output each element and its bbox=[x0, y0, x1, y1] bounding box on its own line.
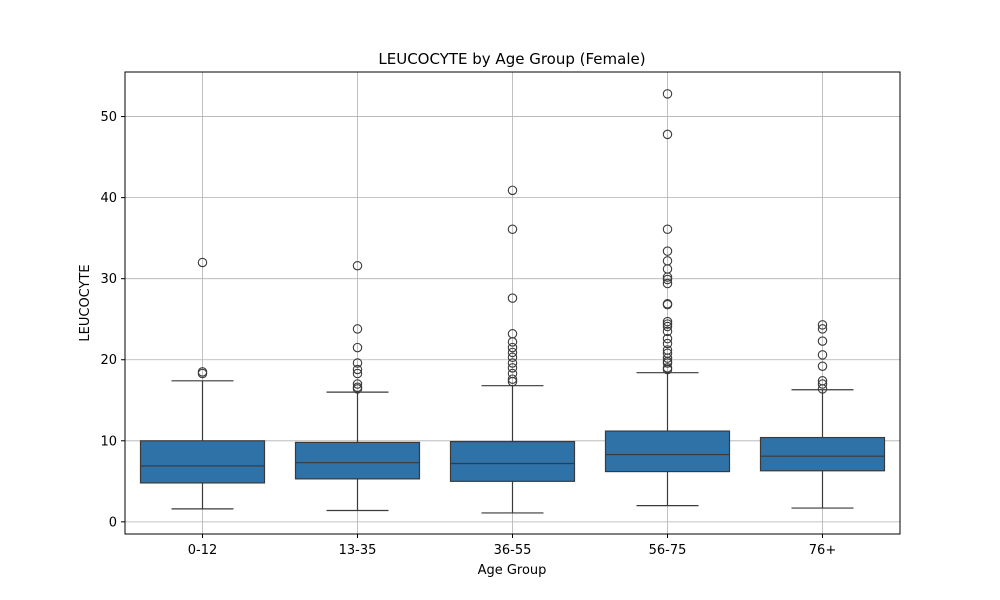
outlier-point bbox=[507, 358, 518, 368]
outlier-point bbox=[817, 350, 828, 360]
y-tick-label: 30 bbox=[100, 272, 117, 287]
iqr-box bbox=[759, 436, 886, 472]
outlier-point bbox=[507, 342, 518, 353]
box-series bbox=[139, 89, 886, 514]
outlier-point bbox=[662, 363, 673, 373]
y-tick-label: 10 bbox=[100, 434, 117, 449]
outlier-point bbox=[662, 129, 673, 140]
outlier-point bbox=[507, 185, 518, 196]
outlier-point bbox=[352, 364, 363, 375]
outlier-point bbox=[662, 326, 673, 337]
y-tick-label: 40 bbox=[100, 191, 117, 206]
outlier-point bbox=[662, 316, 673, 327]
outlier-point bbox=[817, 336, 828, 346]
outlier-point bbox=[352, 260, 363, 271]
outlier-point bbox=[662, 246, 673, 256]
outlier-point bbox=[507, 347, 518, 358]
chart-title: LEUCOCYTE by Age Group (Female) bbox=[378, 50, 645, 68]
iqr-box bbox=[604, 430, 731, 473]
outlier-point bbox=[817, 324, 828, 334]
outlier-point bbox=[662, 299, 673, 309]
outlier-point bbox=[507, 224, 518, 234]
x-tick-label: 13-35 bbox=[339, 543, 377, 558]
y-tick-label: 0 bbox=[109, 515, 117, 530]
x-tick-label: 56-75 bbox=[649, 543, 687, 558]
outlier-point bbox=[817, 361, 828, 371]
outlier-point bbox=[352, 382, 363, 393]
outlier-point bbox=[507, 374, 518, 384]
outlier-point bbox=[197, 257, 208, 268]
outlier-point bbox=[662, 345, 673, 355]
box-group-76+ bbox=[759, 320, 886, 509]
outlier-point bbox=[662, 319, 673, 329]
x-tick-label: 36-55 bbox=[494, 543, 532, 558]
outlier-point bbox=[352, 324, 363, 334]
iqr-box bbox=[449, 441, 576, 482]
outlier-point bbox=[507, 329, 518, 339]
outlier-point bbox=[662, 274, 673, 285]
x-tick-label: 76+ bbox=[809, 543, 836, 558]
outlier-point bbox=[352, 368, 363, 379]
outlier-point bbox=[662, 89, 673, 99]
box-group-13-35 bbox=[294, 260, 421, 512]
x-axis-label: Age Group bbox=[478, 563, 547, 578]
outlier-point bbox=[817, 320, 828, 330]
box-group-0-12 bbox=[139, 257, 266, 510]
outlier-point bbox=[507, 293, 518, 303]
y-axis-label: LEUCOCYTE bbox=[78, 264, 93, 341]
outlier-point bbox=[662, 321, 673, 332]
outlier-point bbox=[507, 352, 518, 363]
iqr-box bbox=[139, 440, 266, 484]
outlier-point bbox=[662, 338, 673, 349]
outlier-point bbox=[662, 256, 673, 266]
outlier-point bbox=[662, 333, 673, 344]
outlier-point bbox=[817, 379, 828, 389]
y-tick-label: 50 bbox=[100, 110, 117, 125]
outlier-point bbox=[352, 379, 363, 389]
outlier-point bbox=[817, 376, 828, 386]
box-group-56-75 bbox=[604, 89, 731, 507]
box-group-36-55 bbox=[449, 185, 576, 514]
outlier-point bbox=[662, 278, 673, 289]
outlier-point bbox=[507, 368, 518, 379]
iqr-box bbox=[294, 441, 421, 480]
outlier-point bbox=[662, 224, 673, 234]
axes: 0 10 20 30 40 50 0-12 13-35 36-55 56-75 76+ bbox=[100, 110, 836, 558]
outlier-point bbox=[662, 348, 673, 359]
x-tick-label: 0-12 bbox=[188, 543, 218, 558]
outlier-point bbox=[352, 358, 363, 368]
outlier-point bbox=[507, 363, 518, 373]
y-tick-label: 20 bbox=[100, 353, 117, 368]
outlier-point bbox=[197, 367, 208, 377]
outlier-point bbox=[352, 342, 363, 353]
